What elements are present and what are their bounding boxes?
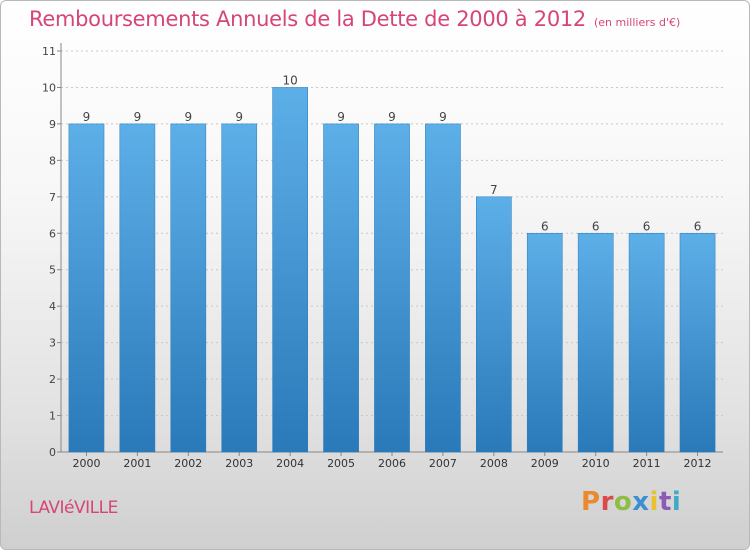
x-tick-label-2011: 2011 <box>633 457 661 470</box>
proxiti-logo: Proxiti <box>581 487 681 517</box>
bar-2011 <box>628 233 665 453</box>
logo-letter: o <box>613 487 633 517</box>
logo-letter: r <box>600 487 614 517</box>
data-labels: 9 9 9 9 10 9 9 9 7 6 6 6 6 <box>83 73 702 233</box>
chart-title: Remboursements Annuels de la Dette de 20… <box>29 7 680 31</box>
bar-2007 <box>425 123 461 453</box>
x-tick-label-2010: 2010 <box>582 457 610 470</box>
data-label-2011: 6 <box>643 219 651 233</box>
bar-2001 <box>119 123 156 453</box>
commune-name: LAVIéVILLE <box>29 498 118 518</box>
y-tick-label: 3 <box>49 337 56 350</box>
y-tick-label: 9 <box>49 118 56 131</box>
chart-subtitle: (en milliers d'€) <box>594 16 681 29</box>
data-label-2008: 7 <box>490 183 498 197</box>
y-tick-label: 4 <box>49 300 56 313</box>
bar-2010 <box>577 233 614 453</box>
x-tick-label-2006: 2006 <box>378 457 406 470</box>
data-label-2000: 9 <box>83 110 91 124</box>
x-tick-label-2007: 2007 <box>429 457 457 470</box>
bar-2003 <box>221 123 258 453</box>
bar-2004 <box>272 87 308 453</box>
bar-2012 <box>679 233 716 453</box>
y-tick-label: 6 <box>49 227 56 240</box>
axes: 0 1 2 3 4 5 6 7 8 9 10 11 2000 2001 2002 2003 2004 2005 20… <box>42 43 723 470</box>
y-tick-label: 2 <box>49 373 56 386</box>
y-tick-label: 8 <box>49 154 56 167</box>
x-tick-label-2004: 2004 <box>276 457 304 470</box>
y-tick-label: 0 <box>49 446 56 459</box>
x-tick-label-2008: 2008 <box>480 457 508 470</box>
y-tick-label: 5 <box>49 264 56 277</box>
data-label-2004: 10 <box>283 73 298 87</box>
x-tick-label-2005: 2005 <box>327 457 355 470</box>
data-label-2009: 6 <box>541 219 549 233</box>
x-tick-label-2000: 2000 <box>72 457 100 470</box>
data-label-2003: 9 <box>235 110 243 124</box>
y-tick-label: 1 <box>49 410 56 423</box>
data-label-2001: 9 <box>134 110 142 124</box>
logo-letter: t <box>658 487 672 517</box>
logo-letter: x <box>632 487 650 517</box>
data-label-2012: 6 <box>694 219 702 233</box>
logo-letter: i <box>649 487 659 517</box>
data-label-2002: 9 <box>184 110 192 124</box>
logo-letter: i <box>671 487 682 517</box>
x-tick-label-2002: 2002 <box>174 457 202 470</box>
data-label-2010: 6 <box>592 219 600 233</box>
y-tick-label: 11 <box>42 45 56 58</box>
data-label-2006: 9 <box>388 110 396 124</box>
y-tick-label: 10 <box>42 81 56 94</box>
bars <box>68 87 716 453</box>
x-tick-label-2009: 2009 <box>531 457 559 470</box>
data-label-2007: 9 <box>439 110 447 124</box>
x-tick-label-2003: 2003 <box>225 457 253 470</box>
bar-2005 <box>323 123 359 453</box>
bar-2008 <box>476 196 512 453</box>
x-tick-label-2001: 2001 <box>123 457 151 470</box>
logo-letter: P <box>581 487 601 517</box>
data-label-2005: 9 <box>337 110 345 124</box>
bar-2002 <box>170 123 207 453</box>
x-tick-label-2012: 2012 <box>684 457 712 470</box>
y-tick-label: 7 <box>49 191 56 204</box>
bar-2006 <box>374 123 410 453</box>
chart-title-text: Remboursements Annuels de la Dette de 20… <box>29 7 586 31</box>
bar-2000 <box>68 123 105 453</box>
bar-2009 <box>526 233 563 453</box>
